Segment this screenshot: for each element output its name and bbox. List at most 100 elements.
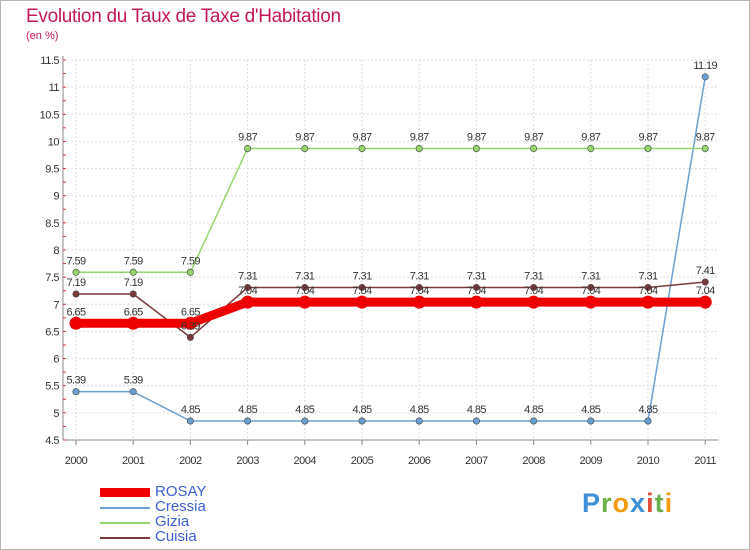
data-point-cressia — [72, 388, 80, 396]
data-point-rosay — [241, 295, 255, 309]
data-point-gizia — [415, 144, 423, 152]
data-label-cressia: 4.85 — [181, 404, 200, 416]
legend-swatch — [100, 488, 150, 497]
data-label-cuisia: 7.31 — [638, 270, 657, 282]
data-point-cuisia — [415, 283, 423, 291]
data-label-gizia: 9.87 — [238, 131, 257, 143]
x-tick-label: 2004 — [294, 455, 317, 467]
x-tick-labels: 2000 2001 2002 2003 2004 2005 2006 2007 2008 2009… — [65, 455, 717, 467]
logo-letter: t — [654, 488, 665, 518]
y-tick-label: 7 — [53, 299, 59, 311]
x-tick-label: 2006 — [408, 455, 431, 467]
data-point-cressia — [244, 417, 252, 425]
x-tick-label: 2010 — [637, 455, 660, 467]
data-label-gizia: 7.59 — [66, 255, 85, 267]
data-label-cressia: 5.39 — [66, 375, 85, 387]
data-label-cressia: 4.85 — [581, 404, 600, 416]
y-tick-label: 7.5 — [45, 272, 59, 284]
data-label-gizia: 9.87 — [524, 131, 543, 143]
data-point-gizia — [301, 144, 309, 152]
data-label-rosay: 7.04 — [581, 285, 600, 297]
data-label-gizia: 9.87 — [581, 131, 600, 143]
chart-title: Evolution du Taux de Taxe d'Habitation — [26, 6, 341, 27]
data-label-cuisia: 7.31 — [467, 270, 486, 282]
legend-item-gizia: Gizia — [100, 513, 260, 531]
y-tick-label: 10 — [48, 136, 60, 148]
data-label-cuisia: 7.31 — [581, 270, 600, 282]
data-label-cuisia: 7.31 — [410, 270, 429, 282]
data-point-gizia — [472, 144, 480, 152]
data-point-gizia — [701, 144, 709, 152]
data-point-rosay — [698, 295, 712, 309]
legend-item-rosay: ROSAY — [100, 483, 260, 501]
logo-letter: P — [582, 488, 602, 518]
data-point-cuisia — [72, 290, 80, 298]
data-label-cressia: 4.85 — [295, 404, 314, 416]
data-point-gizia — [644, 144, 652, 152]
legend-label: Cressia — [155, 498, 206, 515]
data-label-rosay: 7.04 — [638, 285, 657, 297]
data-label-cuisia: 7.19 — [66, 277, 85, 289]
logo-letter: x — [630, 488, 647, 518]
x-tick-label: 2000 — [65, 455, 88, 467]
y-tick-label: 10.5 — [40, 109, 60, 121]
data-point-rosay — [183, 316, 197, 330]
logo-letter: i — [664, 488, 674, 518]
legend-label: ROSAY — [155, 483, 207, 500]
data-point-rosay — [469, 295, 483, 309]
data-point-cressia — [472, 417, 480, 425]
data-point-cuisia — [587, 283, 595, 291]
data-point-cuisia — [644, 283, 652, 291]
y-tick-label: 6 — [53, 354, 59, 366]
y-tick-label: 11.5 — [40, 55, 59, 67]
x-tick-label: 2011 — [694, 455, 716, 467]
data-point-gizia — [244, 144, 252, 152]
data-point-rosay — [298, 295, 312, 309]
data-point-gizia — [186, 268, 194, 276]
data-label-cressia: 4.85 — [638, 404, 657, 416]
data-point-rosay — [355, 295, 369, 309]
data-label-gizia: 9.87 — [410, 131, 429, 143]
series-line-gizia — [75, 147, 706, 274]
logo-letter: o — [612, 488, 631, 518]
data-point-rosay — [584, 295, 598, 309]
data-point-cressia — [358, 417, 366, 425]
data-label-rosay: 7.04 — [352, 285, 371, 297]
data-label-cressia: 4.85 — [410, 404, 429, 416]
data-label-cressia: 4.85 — [238, 404, 257, 416]
axes — [62, 56, 718, 445]
data-point-rosay — [126, 316, 140, 330]
data-point-gizia — [358, 144, 366, 152]
y-tick-label: 8 — [53, 245, 59, 257]
data-point-cressia — [415, 417, 423, 425]
data-point-cressia — [129, 388, 137, 396]
data-point-rosay — [69, 316, 83, 330]
unit-label: (en %) — [26, 30, 59, 42]
legend-item-cressia: Cressia — [100, 498, 260, 516]
y-tick-label: 5.5 — [45, 381, 59, 393]
data-label-gizia: 7.59 — [124, 255, 143, 267]
x-tick-label: 2005 — [351, 455, 374, 467]
y-tick-label: 5 — [53, 408, 59, 420]
data-label-rosay: 7.04 — [696, 285, 715, 297]
y-tick-label: 9 — [53, 191, 59, 203]
data-point-cressia — [301, 417, 309, 425]
y-tick-label: 11 — [49, 82, 60, 94]
series-line-cressia — [75, 76, 706, 422]
x-tick-label: 2009 — [580, 455, 603, 467]
legend-swatch — [100, 537, 150, 539]
data-point-gizia — [587, 144, 595, 152]
data-label-cressia: 4.85 — [352, 404, 371, 416]
data-point-cuisia — [186, 333, 194, 341]
y-tick-label: 8.5 — [45, 218, 59, 230]
data-label-cressia: 4.85 — [524, 404, 543, 416]
x-tick-label: 2007 — [465, 455, 488, 467]
y-tick-labels: 4.5 5 5.5 6 6.5 7 7.5 8 8.5 9 9.5 10 10.5 11 11.5 — [40, 55, 60, 447]
x-tick-label: 2001 — [122, 455, 145, 467]
data-label-gizia: 7.59 — [181, 255, 200, 267]
series-group — [69, 73, 712, 425]
data-point-cuisia — [530, 283, 538, 291]
data-point-rosay — [527, 295, 541, 309]
